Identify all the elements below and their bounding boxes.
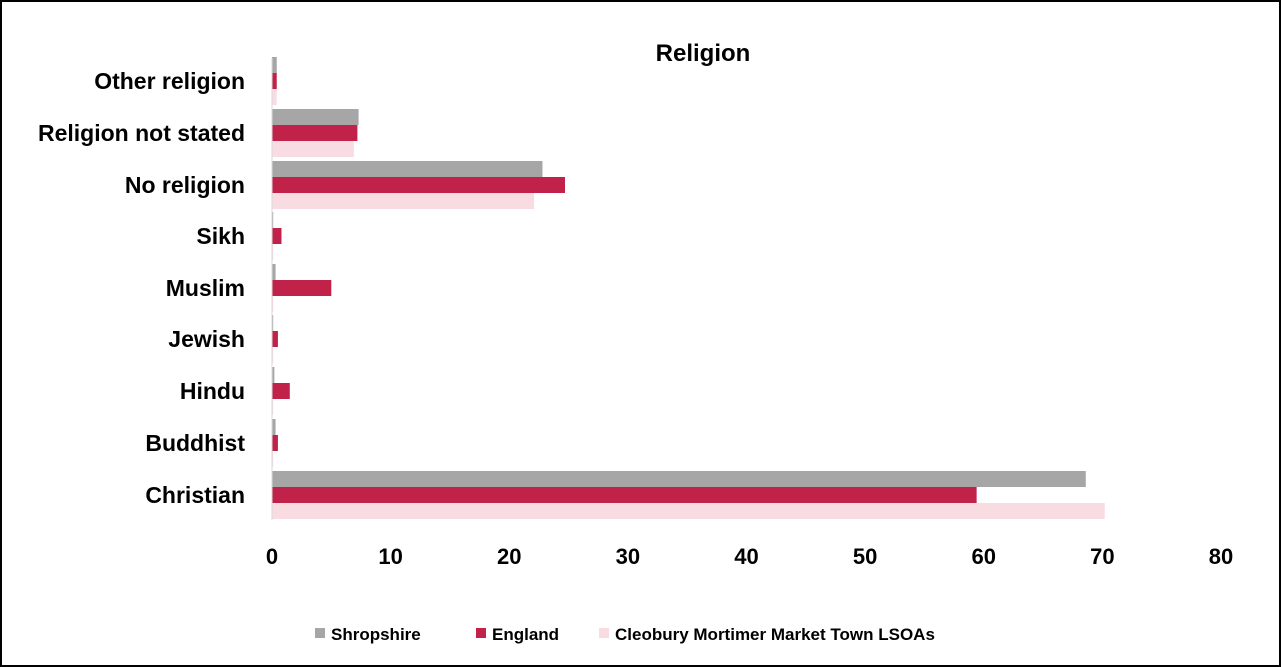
x-tick-label: 80 <box>1209 544 1233 569</box>
legend-swatch <box>599 628 609 638</box>
category-label: Christian <box>145 482 245 508</box>
bar-religion-not-stated-england <box>272 125 358 141</box>
bar-religion-not-stated-shropshire <box>272 109 359 125</box>
x-tick-label: 30 <box>616 544 640 569</box>
bar-sikh-england <box>272 228 282 244</box>
legend-label: England <box>492 625 559 644</box>
bar-hindu-cleobury-mortimer-market-town-lsoas <box>272 399 274 415</box>
category-label: Jewish <box>168 326 245 352</box>
bar-religion-not-stated-cleobury-mortimer-market-town-lsoas <box>272 141 354 157</box>
bar-christian-england <box>272 487 977 503</box>
category-label: Sikh <box>196 223 245 249</box>
x-tick-labels-group: 0 10 20 30 40 50 60 70 80 <box>266 544 1233 569</box>
bar-sikh-shropshire <box>272 212 274 228</box>
bar-christian-cleobury-mortimer-market-town-lsoas <box>272 503 1105 519</box>
bar-hindu-shropshire <box>272 367 275 383</box>
bar-buddhist-england <box>272 435 278 451</box>
legend-label: Shropshire <box>331 625 421 644</box>
x-tick-label: 50 <box>853 544 877 569</box>
bars-group <box>271 57 1105 520</box>
category-label: Hindu <box>180 378 245 404</box>
bar-no-religion-shropshire <box>272 161 543 177</box>
chart-title: Religion <box>656 40 751 67</box>
x-tick-label: 40 <box>734 544 758 569</box>
category-label: Muslim <box>166 275 245 301</box>
x-tick-label: 70 <box>1090 544 1114 569</box>
legend: Shropshire England Cleobury Mortimer Marke… <box>315 625 935 644</box>
legend-swatch <box>476 628 486 638</box>
category-label: Buddhist <box>145 430 245 456</box>
bar-other-religion-england <box>272 73 277 89</box>
bar-no-religion-england <box>272 177 566 193</box>
category-labels-group: Christian Buddhist Hindu Jewish Muslim Sikh No… <box>38 68 245 508</box>
bar-christian-shropshire <box>272 471 1086 487</box>
bar-buddhist-shropshire <box>272 419 276 435</box>
bar-muslim-england <box>272 280 332 296</box>
bar-jewish-shropshire <box>272 315 274 331</box>
bar-muslim-cleobury-mortimer-market-town-lsoas <box>272 296 274 312</box>
bar-muslim-shropshire <box>272 264 276 280</box>
category-label: No religion <box>125 172 245 198</box>
bar-sikh-cleobury-mortimer-market-town-lsoas <box>272 244 274 260</box>
bar-jewish-cleobury-mortimer-market-town-lsoas <box>272 347 274 363</box>
x-tick-label: 10 <box>378 544 402 569</box>
legend-swatch <box>315 628 325 638</box>
legend-label: Cleobury Mortimer Market Town LSOAs <box>615 625 935 644</box>
x-tick-label: 60 <box>972 544 996 569</box>
bar-buddhist-cleobury-mortimer-market-town-lsoas <box>272 451 274 467</box>
category-label: Religion not stated <box>38 120 245 146</box>
bar-other-religion-shropshire <box>272 57 277 73</box>
x-tick-label: 0 <box>266 544 278 569</box>
x-tick-label: 20 <box>497 544 521 569</box>
bar-hindu-england <box>272 383 290 399</box>
bar-jewish-england <box>272 331 278 347</box>
bar-other-religion-cleobury-mortimer-market-town-lsoas <box>272 89 277 105</box>
category-label: Other religion <box>94 68 245 94</box>
bar-no-religion-cleobury-mortimer-market-town-lsoas <box>272 193 535 209</box>
